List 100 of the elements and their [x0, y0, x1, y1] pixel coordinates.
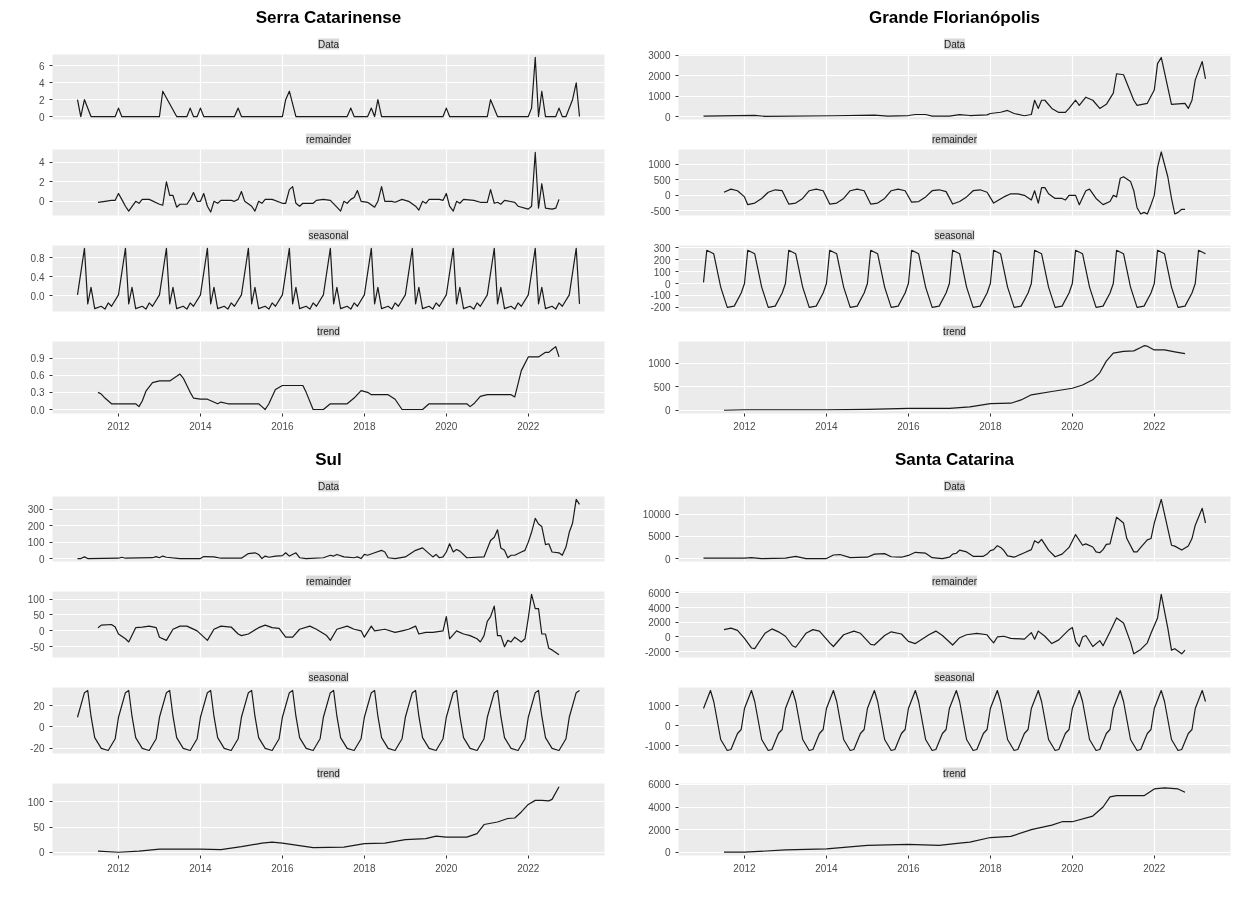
y-tick-label: 300: [27, 504, 45, 516]
y-tick-label: 1000: [648, 91, 671, 103]
y-tick-label: 0: [38, 111, 45, 123]
chart-title: Sul: [315, 449, 342, 469]
y-tick-label: 6000: [648, 779, 671, 791]
x-tick-label: 2018: [353, 420, 376, 432]
x-tick-label: 2014: [189, 862, 212, 874]
y-tick-label: -2000: [644, 646, 671, 658]
y-tick-label: 0: [38, 625, 45, 637]
y-tick-label: 4000: [648, 802, 671, 814]
line-series: [702, 689, 1207, 752]
line-series: [76, 498, 581, 560]
line-series: [702, 498, 1207, 560]
y-tick-label: 0: [38, 721, 45, 733]
line-series: [76, 689, 581, 752]
x-tick-label: 2022: [1143, 420, 1166, 432]
x-tick-label: 2012: [107, 420, 131, 432]
y-tick-label: 0: [38, 553, 45, 565]
chart-subtitle: remainder: [305, 575, 352, 587]
x-tick-label: 2020: [435, 420, 458, 432]
y-tick-label: 0: [664, 553, 671, 565]
y-tick-label: 300: [653, 242, 671, 254]
line-series: [76, 56, 581, 118]
x-tick-label: 2012: [733, 862, 757, 874]
line-series: [97, 593, 560, 656]
y-tick-label: 0: [664, 720, 671, 732]
chart-subtitle: seasonal: [934, 671, 975, 683]
y-tick-label: 0: [38, 847, 45, 859]
x-tick-label: 2022: [517, 420, 540, 432]
y-tick-label: 2000: [648, 617, 671, 629]
y-tick-label: 100: [27, 594, 45, 606]
line-series: [76, 247, 581, 310]
y-tick-label: 500: [653, 381, 671, 393]
y-tick-label: 6: [38, 60, 45, 72]
y-tick-label: 6000: [648, 587, 671, 599]
y-tick-label: 1000: [648, 159, 671, 171]
line-series: [97, 346, 560, 411]
y-tick-label: 0.8: [30, 252, 45, 264]
y-tick-label: 4: [38, 77, 45, 89]
chart-subtitle: Data: [317, 38, 340, 50]
chart-title: Serra Catarinense: [255, 7, 402, 27]
x-tick-label: 2020: [1061, 862, 1084, 874]
y-tick-label: 50: [33, 609, 45, 621]
x-tick-label: 2016: [271, 862, 294, 874]
chart-subtitle: Data: [943, 480, 966, 492]
x-tick-label: 2014: [189, 420, 212, 432]
y-tick-label: -100: [650, 290, 671, 302]
y-tick-label: 0: [664, 111, 671, 123]
y-tick-label: 20: [33, 700, 45, 712]
y-tick-label: 0.0: [30, 404, 45, 416]
y-tick-label: -500: [650, 205, 671, 217]
y-tick-label: 50: [33, 822, 45, 834]
y-tick-label: 0: [664, 631, 671, 643]
y-tick-label: 0.6: [30, 370, 45, 382]
line-series: [723, 345, 1186, 411]
y-tick-label: 0: [664, 847, 671, 859]
y-tick-label: 4000: [648, 602, 671, 614]
y-tick-label: 0.0: [30, 290, 45, 302]
x-tick-label: 2012: [107, 862, 131, 874]
chart-subtitle: seasonal: [934, 229, 975, 241]
y-tick-label: 2: [38, 176, 45, 188]
x-tick-label: 2020: [1061, 420, 1084, 432]
line-series: [702, 249, 1207, 308]
chart-subtitle: remainder: [305, 133, 352, 145]
chart-subtitle: Data: [943, 38, 966, 50]
chart-subtitle: remainder: [931, 133, 978, 145]
x-tick-label: 2012: [733, 420, 757, 432]
y-tick-label: 1000: [648, 358, 671, 370]
y-tick-label: 10000: [642, 509, 671, 521]
y-tick-label: 200: [653, 254, 671, 266]
chart-title: Santa Catarina: [894, 449, 1015, 469]
chart-subtitle: Data: [317, 480, 340, 492]
chart-subtitle: seasonal: [308, 229, 349, 241]
line-series: [723, 151, 1186, 215]
x-tick-label: 2020: [435, 862, 458, 874]
y-tick-label: 3000: [648, 50, 671, 62]
y-tick-label: 100: [27, 537, 45, 549]
line-series: [97, 786, 560, 853]
y-tick-label: 0: [664, 190, 671, 202]
chart-subtitle: trend: [943, 767, 966, 779]
y-tick-label: -20: [30, 743, 45, 755]
y-tick-label: 200: [27, 520, 45, 532]
chart-title: Grande Florianópolis: [869, 7, 1040, 27]
y-tick-label: -50: [30, 641, 45, 653]
chart-subtitle: seasonal: [308, 671, 349, 683]
y-tick-label: 4: [38, 157, 45, 169]
x-tick-label: 2014: [815, 420, 838, 432]
chart-subtitle: trend: [943, 325, 966, 337]
chart-subtitle: trend: [317, 767, 340, 779]
x-tick-label: 2018: [979, 420, 1002, 432]
y-tick-label: 0: [38, 196, 45, 208]
y-tick-label: 100: [27, 796, 45, 808]
line-series: [723, 787, 1186, 853]
y-tick-label: -200: [650, 302, 671, 314]
line-series: [97, 151, 560, 213]
y-tick-label: 500: [653, 174, 671, 186]
x-tick-label: 2016: [897, 420, 920, 432]
x-tick-label: 2022: [517, 862, 540, 874]
y-tick-label: 2: [38, 94, 45, 106]
line-series: [723, 593, 1186, 655]
